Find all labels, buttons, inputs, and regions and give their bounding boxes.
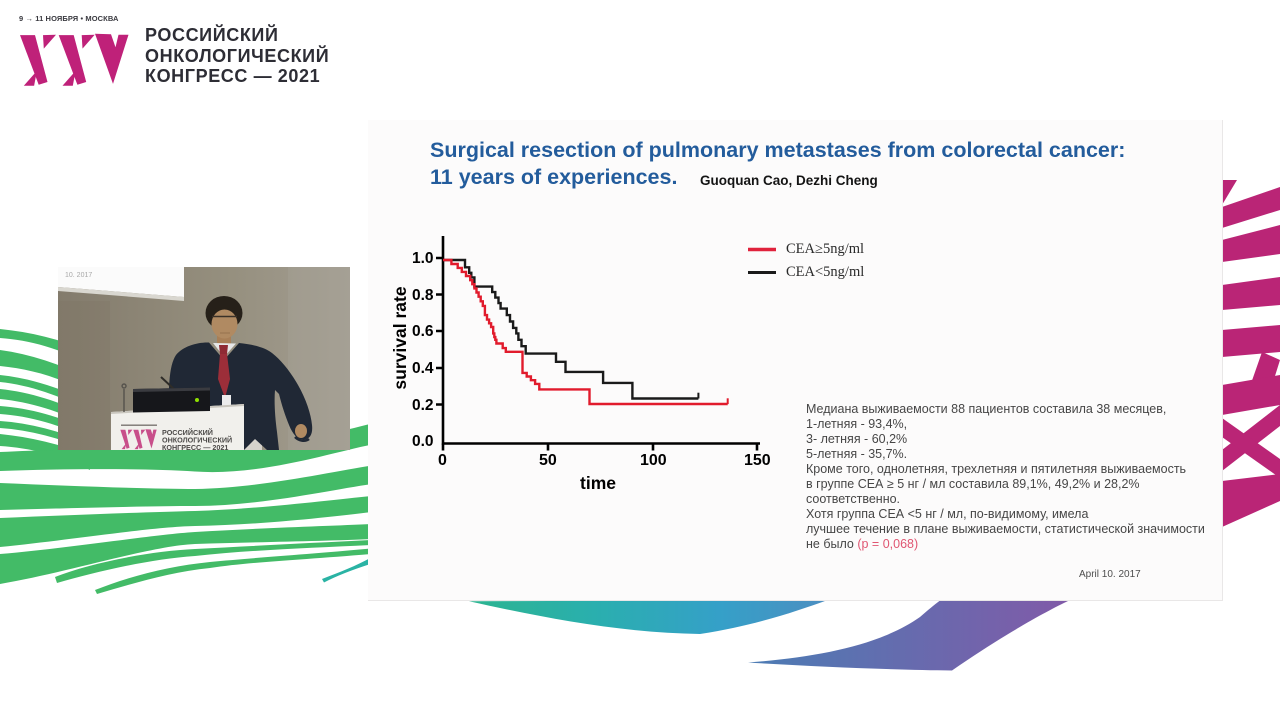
svg-text:ОНКОЛОГИЧЕСКИЙ: ОНКОЛОГИЧЕСКИЙ — [162, 435, 232, 444]
svg-text:РОССИЙСКИЙ: РОССИЙСКИЙ — [162, 428, 213, 437]
svg-text:КОНГРЕСС — 2021: КОНГРЕСС — 2021 — [162, 443, 228, 450]
svg-text:10. 2017: 10. 2017 — [65, 272, 92, 279]
